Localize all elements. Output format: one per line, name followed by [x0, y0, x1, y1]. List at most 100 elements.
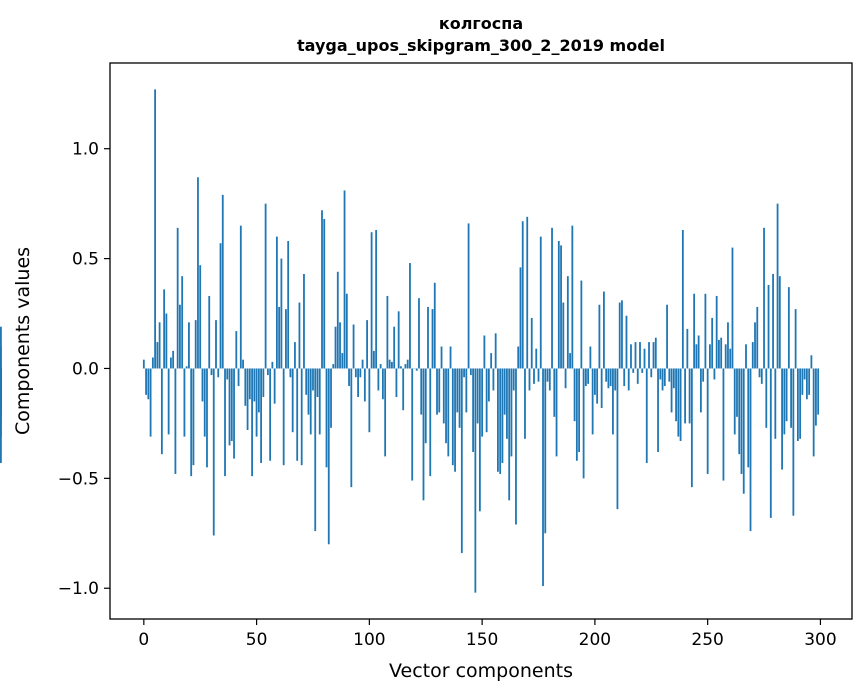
y-tick-label: −1.0: [58, 579, 99, 599]
bar: [147, 368, 150, 400]
bar: [275, 236, 278, 369]
bar: [431, 309, 434, 369]
bar: [763, 227, 765, 369]
bar: [285, 309, 287, 369]
bar: [409, 262, 411, 369]
x-axis-label: Vector components: [389, 660, 573, 682]
bar: [188, 322, 190, 369]
bar: [395, 368, 398, 398]
bar: [228, 368, 231, 446]
bar: [0, 368, 2, 400]
bar: [242, 359, 244, 369]
bar: [772, 273, 774, 369]
bar: [454, 368, 456, 472]
bar: [366, 320, 368, 369]
bar: [206, 368, 208, 468]
bar: [564, 368, 567, 389]
bar: [724, 344, 727, 369]
bar: [720, 337, 723, 369]
bar: [197, 177, 199, 369]
bar: [359, 368, 362, 378]
bar: [632, 368, 635, 373]
bar: [681, 230, 684, 369]
bar: [181, 276, 184, 369]
bar: [230, 368, 233, 441]
bar: [354, 368, 357, 378]
bar: [160, 368, 163, 455]
bar: [765, 368, 768, 428]
bar: [817, 368, 820, 415]
bar: [300, 368, 303, 466]
bar: [785, 368, 788, 422]
bar: [179, 304, 181, 369]
bar: [386, 295, 389, 369]
y-tick-label: −0.5: [58, 469, 99, 489]
bar: [740, 368, 743, 474]
bar: [248, 368, 251, 400]
bar: [154, 89, 156, 369]
bar: [388, 359, 391, 369]
bar: [670, 368, 673, 413]
bar: [589, 346, 592, 369]
bar: [659, 368, 662, 380]
bar: [582, 368, 585, 479]
bar: [481, 368, 484, 437]
bar: [542, 368, 544, 587]
bar: [485, 368, 488, 433]
bar: [469, 368, 472, 376]
bar: [648, 342, 650, 369]
bar: [145, 368, 147, 395]
bar: [449, 346, 452, 369]
bar: [440, 346, 443, 369]
bar: [190, 368, 193, 477]
bar: [627, 368, 630, 391]
bar: [224, 368, 226, 477]
bar: [169, 357, 172, 369]
bar: [257, 368, 260, 413]
bar: [411, 368, 414, 481]
bar: [654, 337, 657, 369]
bar: [183, 368, 186, 437]
bar: [273, 368, 276, 404]
bar: [237, 368, 240, 387]
bar: [492, 368, 495, 391]
bar: [294, 342, 296, 369]
bar: [339, 322, 341, 369]
bar: [709, 344, 711, 369]
bar: [192, 368, 195, 466]
bar: [370, 232, 373, 369]
bar: [754, 322, 756, 369]
bar: [551, 227, 553, 369]
bar: [526, 216, 529, 369]
bar: [282, 368, 285, 466]
bar: [630, 344, 632, 369]
bar: [636, 368, 639, 384]
bar: [406, 359, 409, 369]
bar: [783, 368, 786, 435]
bar: [794, 309, 797, 369]
bar: [429, 368, 432, 477]
bar: [487, 368, 490, 402]
x-tick-label: 100: [353, 630, 385, 650]
bar: [278, 306, 281, 369]
bar: [165, 313, 168, 369]
bar-series: [0, 89, 820, 593]
bar: [251, 368, 253, 477]
y-tick-label: 0.0: [72, 359, 99, 379]
bar: [690, 368, 693, 488]
bar: [738, 368, 741, 455]
bar: [584, 368, 587, 387]
bar: [621, 300, 623, 369]
bar: [262, 368, 265, 398]
bar: [330, 368, 332, 428]
bar: [474, 368, 477, 593]
bar: [402, 368, 405, 411]
bar: [796, 368, 799, 441]
bar: [666, 304, 668, 369]
bar: [501, 368, 504, 463]
bar: [176, 227, 179, 369]
bar: [158, 322, 161, 369]
y-axis-ticks: −1.0 −0.5 0.0 0.5 1.0: [58, 140, 110, 599]
bar: [546, 368, 549, 382]
bar: [731, 247, 734, 369]
